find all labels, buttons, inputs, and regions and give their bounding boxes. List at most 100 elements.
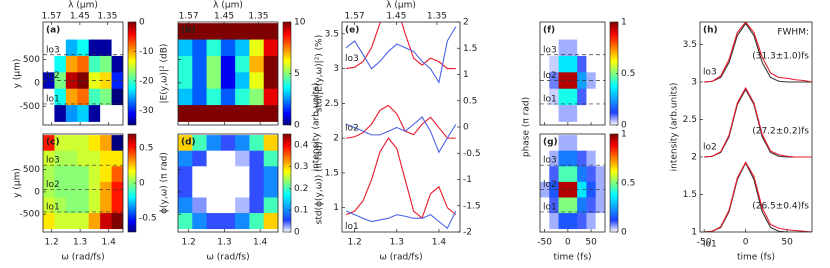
heat-cell: [65, 213, 78, 230]
y-tick-label: 1: [691, 228, 697, 238]
heat-cell: [111, 23, 123, 40]
heat-cell: [577, 135, 587, 152]
heat-cell: [235, 181, 250, 198]
y2-tick-label: 1: [463, 70, 469, 80]
heat-cell: [249, 105, 265, 122]
heat-cell: [249, 23, 265, 40]
heat-cell: [235, 150, 250, 167]
heat-cell: [43, 88, 55, 106]
y-tick-label: 0: [34, 187, 40, 197]
x2-tick-label: 1.35: [427, 12, 447, 22]
heat-cell: [586, 150, 597, 167]
heat-cell: [54, 197, 67, 214]
heat-cell: [586, 105, 597, 122]
heat-cell: [54, 55, 67, 73]
heat-cell: [100, 166, 112, 183]
y-tick-label: 500: [23, 165, 40, 175]
heat-cell: [558, 105, 569, 122]
axes-frame: [42, 21, 124, 126]
colorbar-tick-label: 5: [294, 69, 300, 79]
x-axis-label: ω (rad/fs): [61, 253, 104, 263]
heat-cell: [220, 88, 236, 106]
heat-cell: [220, 55, 236, 73]
heat-cell: [586, 88, 597, 106]
heat-cell: [192, 135, 207, 152]
fwhm-label: (31.3±1.0)fs: [752, 52, 809, 62]
heat-cell: [77, 105, 90, 122]
heat-cell: [100, 197, 112, 214]
heat-cell: [178, 181, 193, 198]
y2-tick-label: 0.5: [463, 96, 477, 106]
axes-frame: [341, 21, 461, 233]
panel: [43, 23, 123, 122]
x2-axis-label: λ (μm): [386, 1, 416, 11]
panel: [540, 135, 605, 230]
heat-cell: [249, 72, 265, 90]
colorbar-tick-label: 0.4: [294, 140, 309, 150]
lo-label: lo3: [46, 156, 60, 166]
heat-cell: [540, 150, 550, 167]
heat-cell: [178, 23, 193, 40]
y-tick-label: 2: [691, 153, 697, 163]
y2-tick-label: -1: [463, 175, 472, 185]
heat-cell: [88, 105, 101, 122]
heat-cell: [111, 55, 123, 73]
heat-cell: [249, 197, 265, 214]
heat-cell: [595, 55, 605, 73]
heat-cell: [43, 23, 55, 40]
heat-cell: [111, 213, 123, 230]
heat-cell: [43, 150, 55, 167]
colorbar-tick-label: 1: [621, 130, 627, 140]
heat-cell: [235, 88, 250, 106]
heat-cell: [192, 39, 207, 57]
heat-cell: [178, 72, 193, 90]
heat-cell: [558, 23, 569, 40]
heat-cell: [567, 197, 578, 214]
x-tick-label: 1.3: [390, 238, 404, 248]
heat-cell: [43, 213, 55, 230]
colorbar-tick-label: 0.2: [294, 184, 308, 194]
panel: [345, 22, 457, 230]
heat-cell: [54, 105, 67, 122]
heat-cell: [100, 135, 112, 152]
heat-cell: [43, 105, 55, 122]
y-axis-label: intensity (arb.units): [670, 83, 680, 172]
heat-cell: [77, 23, 90, 40]
heat-cell: [206, 23, 222, 40]
series-label: lo1: [703, 240, 717, 250]
x-tick-label: -50: [697, 238, 712, 248]
panel-label: (b): [181, 26, 196, 36]
heat-cell: [540, 55, 550, 73]
heat-cell: [595, 23, 605, 40]
x-tick-label: 50: [585, 238, 597, 248]
line: [345, 26, 457, 84]
colorbar-tick-label: 0.3: [294, 162, 308, 172]
heat-cell: [65, 39, 78, 57]
heat-cell: [88, 39, 101, 57]
heat-cell: [178, 197, 193, 214]
heat-cell: [77, 150, 90, 167]
axes-frame: [177, 133, 279, 233]
heat-cell: [178, 150, 193, 167]
colorbar-tick-label: 1: [621, 18, 627, 28]
heat-cell: [65, 23, 78, 40]
y-tick-label: 0: [34, 78, 40, 88]
heat-cell: [540, 39, 550, 57]
heat-cell: [43, 135, 55, 152]
x2-tick-label: 1.45: [70, 12, 90, 22]
colorbar-label: std(ϕ(y,ω)) (π rad): [315, 142, 325, 225]
heat-cell: [88, 197, 101, 214]
x-tick-label: -50: [537, 238, 552, 248]
heat-cell: [111, 166, 123, 183]
heat-cell: [192, 181, 207, 198]
heat-cell: [206, 166, 222, 183]
heat-cell: [65, 166, 78, 183]
heat-cell: [263, 197, 278, 214]
heat-cell: [65, 105, 78, 122]
colorbar-tick-label: -0.5: [139, 214, 157, 224]
y2-tick-label: 1.5: [463, 44, 477, 54]
y-tick-label: 3.5: [325, 29, 339, 39]
heat-cell: [540, 23, 550, 40]
panel-label: (f): [543, 26, 555, 36]
lo-label: lo2: [543, 71, 557, 81]
